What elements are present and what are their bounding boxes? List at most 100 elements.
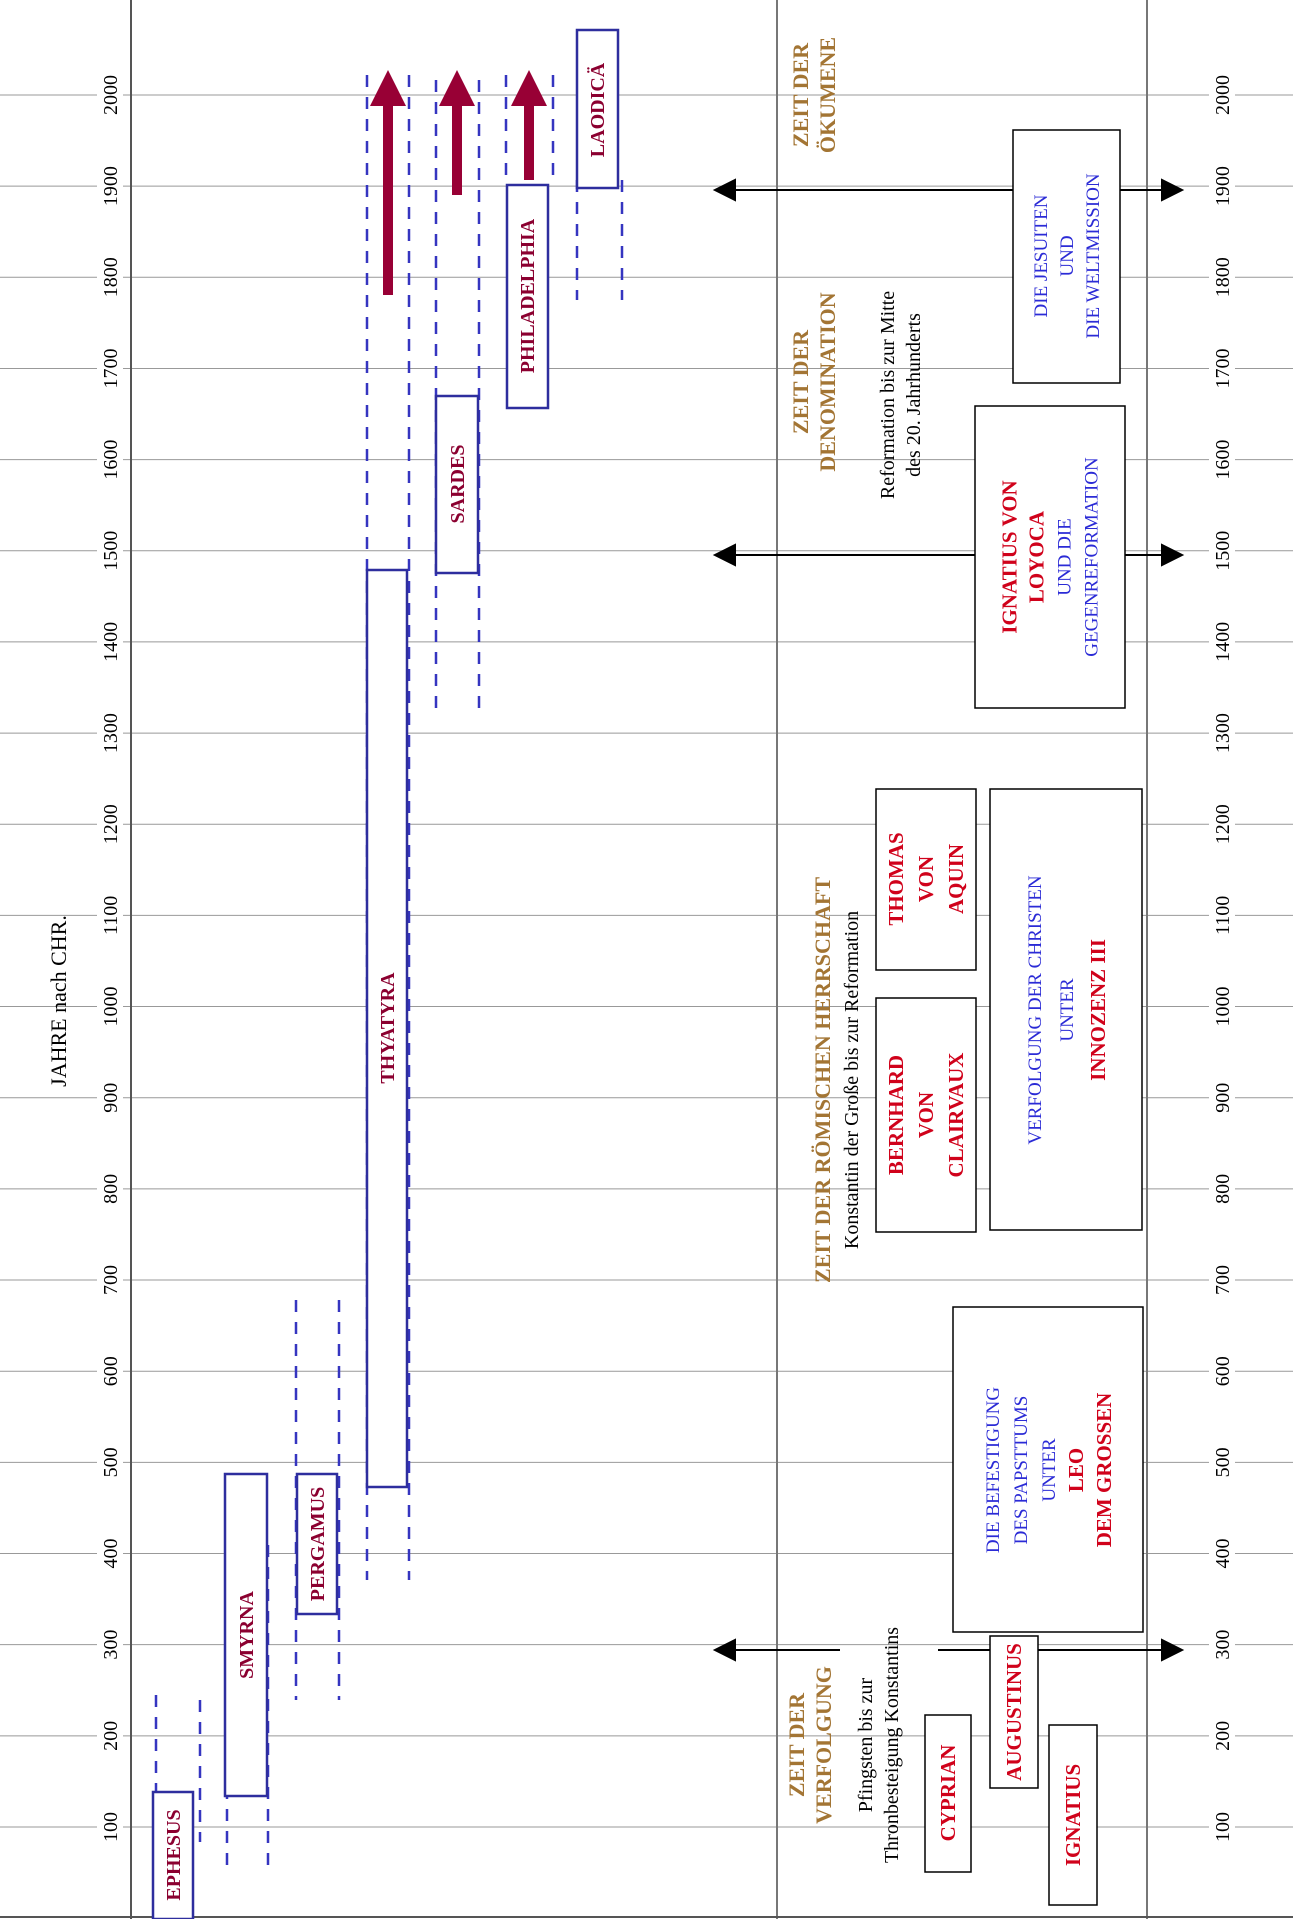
year-label-left: 100 xyxy=(100,1812,122,1842)
year-label-left-bg xyxy=(97,1343,123,1400)
person-4-line-0: VERFOLGUNG DER CHRISTEN xyxy=(1025,875,1046,1144)
year-label-left: 1400 xyxy=(100,622,122,662)
year-label-right-bg xyxy=(1209,796,1235,853)
year-label-left-bg xyxy=(97,1434,123,1491)
year-label-right-bg xyxy=(1209,1616,1235,1673)
year-label-right-bg xyxy=(1209,340,1235,397)
era-desc-denomination-2: des 20. Jahrhunderts xyxy=(903,313,925,477)
person-labels: DIE JESUITEN UND DIE WELTMISSION IGNATIUS V… xyxy=(884,173,1116,1866)
year-label-right: 1300 xyxy=(1212,713,1234,753)
year-label-left: 1300 xyxy=(100,713,122,753)
sardes-box xyxy=(434,394,480,575)
year-label-right: 200 xyxy=(1212,1721,1234,1751)
era-title-oekumene-1: ZEIT DER xyxy=(788,42,813,147)
year-label-left: 1900 xyxy=(100,166,122,206)
church-label-thyatyra: THYATYRA xyxy=(377,972,399,1084)
year-label-left: 1200 xyxy=(100,804,122,844)
year-label-left-bg xyxy=(97,1069,123,1126)
year-label-right-bg xyxy=(1209,1434,1235,1491)
year-label-left-bg xyxy=(97,887,123,944)
person-5-line-2: UNTER xyxy=(1039,1438,1060,1502)
person-5-line-3: LEO xyxy=(1064,1448,1088,1492)
axis-title: JAHRE nach CHR. xyxy=(46,915,71,1087)
bernhard-clairvaux-box xyxy=(875,997,977,1233)
person-3-line-2: CLAIRVAUX xyxy=(944,1053,968,1178)
person-0-line-0: DIE JESUITEN xyxy=(1031,194,1052,317)
year-label-left: 900 xyxy=(100,1083,122,1113)
person-8-line-0: IGNATIUS xyxy=(1061,1764,1085,1866)
era-desc-verfolgung-2: Thronbesteigung Konstantins xyxy=(881,1627,903,1863)
year-label-right: 1900 xyxy=(1212,166,1234,206)
year-label-right: 400 xyxy=(1212,1539,1234,1569)
era-desc-denomination-1: Reformation bis zur Mitte xyxy=(877,291,899,499)
era-title-verfolgung-2: VERFOLGUNG xyxy=(811,1666,836,1824)
church-label-smyrna: SMYRNA xyxy=(236,1591,258,1679)
year-label-right-bg xyxy=(1209,705,1235,762)
year-labels-left: 100 200 300 400 500 600 700 800 900 1000 1100 1200 1… xyxy=(97,66,123,1855)
year-label-right-bg xyxy=(1209,887,1235,944)
person-6-line-0: AUGUSTINUS xyxy=(1002,1643,1026,1781)
church-label-ephesus: EPHESUS xyxy=(163,1809,185,1900)
year-label-right: 1400 xyxy=(1212,622,1234,662)
year-labels-right: 100 200 300 400 500 600 700 800 900 1000 1100 1200 1… xyxy=(1209,66,1235,1855)
thyatyra-box xyxy=(365,568,409,1489)
person-1-line-2: UND DIE xyxy=(1055,518,1076,596)
laodica-box xyxy=(575,28,620,190)
year-label-left-bg xyxy=(97,1252,123,1309)
year-label-left-bg xyxy=(97,978,123,1035)
era-desc-roman: Konstantin der Große bis zur Reformation xyxy=(841,911,863,1249)
church-bars: EPHESUS SMYRNA PERGAMUS THYATYRA SARDES … xyxy=(151,28,624,1919)
year-label-left-bg xyxy=(97,158,123,215)
cyprian-box xyxy=(924,1714,972,1873)
year-label-right: 1800 xyxy=(1212,257,1234,297)
year-label-right-bg xyxy=(1209,249,1235,306)
continuation-arrows xyxy=(370,70,547,295)
year-label-right-bg xyxy=(1209,1343,1235,1400)
year-label-left-bg xyxy=(97,66,123,123)
year-label-left-bg xyxy=(97,1799,123,1855)
person-2-line-2: AQUIN xyxy=(944,844,968,914)
year-label-left-bg xyxy=(97,340,123,397)
year-label-left: 700 xyxy=(100,1265,122,1295)
year-label-right: 900 xyxy=(1212,1083,1234,1113)
era-title-oekumene-2: ÖKUMENE xyxy=(815,37,840,153)
era-desc-verfolgung-1: Pfingsten bis zur xyxy=(855,1677,877,1812)
year-label-right: 1200 xyxy=(1212,804,1234,844)
year-label-right-bg xyxy=(1209,1069,1235,1126)
year-label-right: 800 xyxy=(1212,1174,1234,1204)
ignatius-loyola-box xyxy=(974,405,1126,709)
era-title-denomination-1: ZEIT DER xyxy=(788,329,813,434)
year-label-right: 1600 xyxy=(1212,440,1234,480)
year-label-left: 1500 xyxy=(100,531,122,571)
person-0-line-2: DIE WELTMISSION xyxy=(1083,173,1104,338)
year-label-left: 1800 xyxy=(100,257,122,297)
year-label-right: 2000 xyxy=(1212,75,1234,115)
year-label-right-bg xyxy=(1209,978,1235,1035)
person-5-line-4: DEM GROSSEN xyxy=(1092,1393,1116,1548)
year-label-left-bg xyxy=(97,1616,123,1673)
year-label-left: 300 xyxy=(100,1630,122,1660)
year-label-right: 1500 xyxy=(1212,531,1234,571)
person-0-line-1: UND xyxy=(1057,235,1078,276)
ephesus-box xyxy=(151,1790,195,1919)
year-label-left: 800 xyxy=(100,1174,122,1204)
church-label-laodica: LAODICÄ xyxy=(586,62,609,157)
person-1-line-3: GEGENREFORMATION xyxy=(1082,457,1103,657)
year-label-left-bg xyxy=(97,1707,123,1764)
year-label-right-bg xyxy=(1209,158,1235,215)
year-label-right: 600 xyxy=(1212,1356,1234,1386)
year-label-left-bg xyxy=(97,613,123,670)
church-label-sardes: SARDES xyxy=(447,445,469,524)
augustinus-box xyxy=(989,1635,1039,1789)
person-5-line-0: DIE BEFESTIGUNG xyxy=(983,1387,1004,1554)
person-3-line-1: VON xyxy=(914,1092,938,1138)
era-title-denomination-2: DENOMINATION xyxy=(815,292,840,471)
person-2-line-1: VON xyxy=(914,856,938,902)
innozenz-box xyxy=(989,788,1143,1231)
pergamus-box xyxy=(295,1472,339,1616)
year-label-right-bg xyxy=(1209,522,1235,579)
person-5-line-1: DES PAPSTTUMS xyxy=(1011,1396,1032,1545)
